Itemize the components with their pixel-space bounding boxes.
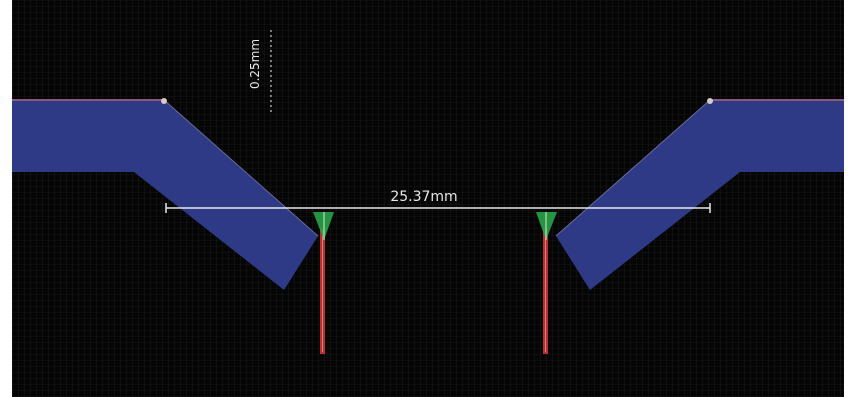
right-trace-body[interactable] [556,100,844,290]
right-connection-marker-icon [536,212,557,240]
left-trace[interactable] [12,98,319,290]
right-trace-diagonal-edge [555,99,711,237]
width-dimension-label: 0.25mm [248,39,262,89]
left-connection-marker-icon [313,212,334,240]
left-trace-body[interactable] [12,100,318,290]
left-trace-endpoint-handle[interactable] [161,98,167,104]
left-pin[interactable] [320,228,325,354]
gap-dimension[interactable]: 25.37mm [165,189,711,213]
right-pin[interactable] [543,228,548,354]
right-trace[interactable] [555,98,844,290]
pcb-layout-canvas[interactable]: 25.37mm 0.25mm [12,0,844,397]
gap-dimension-label: 25.37mm [390,189,457,205]
right-trace-endpoint-handle[interactable] [707,98,713,104]
width-dimension[interactable]: 0.25mm [248,30,272,112]
left-trace-diagonal-edge [163,99,319,237]
